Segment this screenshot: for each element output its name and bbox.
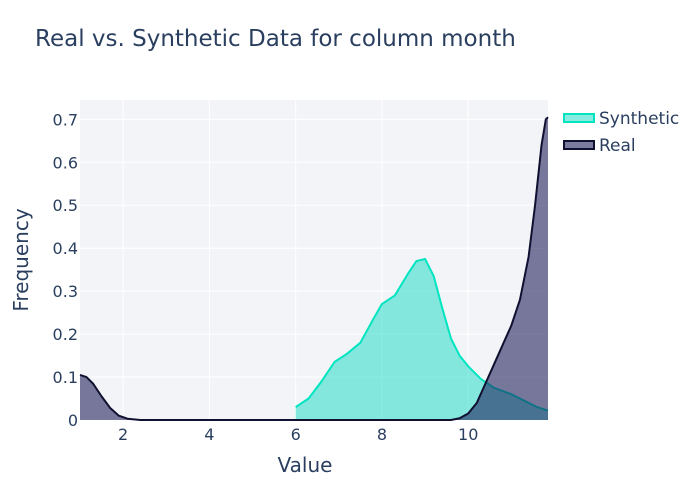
- plot-background: [80, 100, 548, 420]
- x-tick-label: 6: [291, 425, 301, 444]
- legend-swatch-real[interactable]: [563, 140, 595, 150]
- y-tick-label: 0.3: [53, 282, 78, 301]
- legend-swatch-synthetic[interactable]: [563, 113, 595, 123]
- y-tick-label: 0.1: [53, 368, 78, 387]
- y-tick-label: 0: [68, 411, 78, 430]
- series-real-area: [80, 117, 548, 421]
- y-axis-label: Frequency: [9, 208, 33, 311]
- y-tick-label: 0.5: [53, 196, 78, 215]
- x-tick-label: 2: [118, 425, 128, 444]
- x-axis-label: Value: [278, 453, 333, 477]
- y-tick-label: 0.7: [53, 110, 78, 129]
- x-tick-label: 8: [377, 425, 387, 444]
- x-tick-label: 4: [204, 425, 214, 444]
- series-real-line: [79, 116, 549, 421]
- chart-title: Real vs. Synthetic Data for column month: [35, 26, 516, 52]
- y-tick-label: 0.4: [53, 239, 78, 258]
- series-synthetic-area: [295, 258, 548, 420]
- y-tick-label: 0.2: [53, 325, 78, 344]
- legend-label-real[interactable]: Real: [599, 136, 636, 156]
- x-tick-label: 10: [458, 425, 478, 444]
- y-tick-label: 0.6: [53, 153, 78, 172]
- legend-label-synthetic[interactable]: Synthetic: [599, 109, 679, 129]
